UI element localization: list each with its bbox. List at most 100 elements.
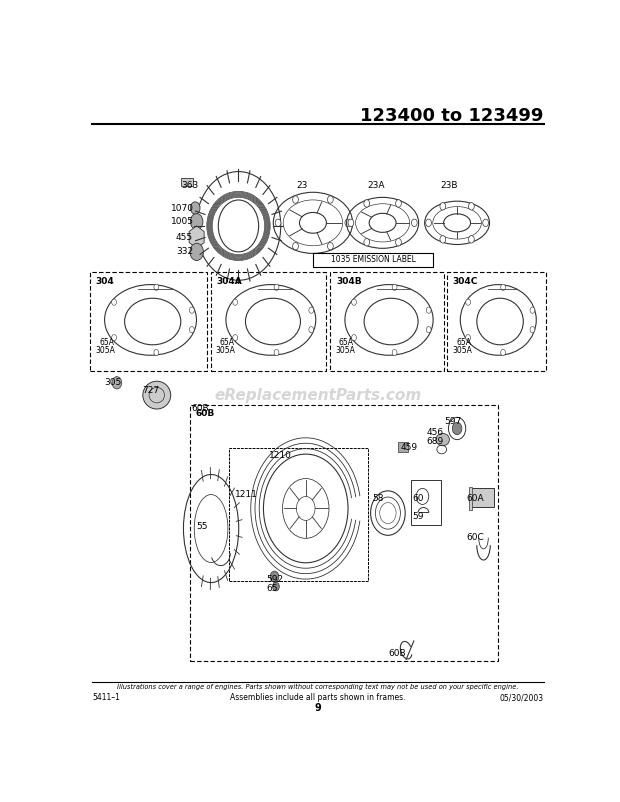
Circle shape <box>392 284 397 290</box>
Text: Assemblies include all parts shown in frames.: Assemblies include all parts shown in fr… <box>230 694 405 703</box>
Circle shape <box>348 219 354 226</box>
Circle shape <box>396 238 401 246</box>
Text: Illustrations cover a range of engines. Parts shown without corresponding text m: Illustrations cover a range of engines. … <box>117 684 518 691</box>
Bar <box>211 272 326 371</box>
Text: 1210: 1210 <box>268 452 291 460</box>
Circle shape <box>469 236 474 243</box>
Circle shape <box>426 219 432 226</box>
Circle shape <box>309 326 314 333</box>
Text: 689: 689 <box>427 437 443 446</box>
Circle shape <box>293 196 298 203</box>
Circle shape <box>427 307 431 314</box>
Circle shape <box>190 243 203 261</box>
Text: 1005: 1005 <box>171 217 194 226</box>
Text: 59: 59 <box>412 512 423 520</box>
Text: 60B: 60B <box>192 404 209 413</box>
Text: 58: 58 <box>372 494 384 504</box>
Text: 304C: 304C <box>453 277 478 286</box>
Text: 597: 597 <box>444 417 461 426</box>
Bar <box>397 442 408 452</box>
Circle shape <box>427 326 431 333</box>
Circle shape <box>352 299 356 306</box>
Circle shape <box>440 236 446 243</box>
Text: 60C: 60C <box>467 533 484 542</box>
Circle shape <box>530 326 535 333</box>
Text: 123400 to 123499: 123400 to 123499 <box>360 107 544 125</box>
Circle shape <box>190 326 194 333</box>
Text: 363: 363 <box>181 181 198 190</box>
Text: 60: 60 <box>412 494 423 504</box>
Bar <box>412 480 441 525</box>
Text: 60B: 60B <box>195 409 215 418</box>
Circle shape <box>392 350 397 355</box>
Circle shape <box>466 334 471 341</box>
Circle shape <box>364 200 370 207</box>
Text: 459: 459 <box>401 443 417 452</box>
Circle shape <box>364 238 370 246</box>
Circle shape <box>112 334 117 341</box>
Text: 305A: 305A <box>335 346 355 355</box>
Polygon shape <box>189 226 204 248</box>
Text: 305A: 305A <box>453 346 472 355</box>
Text: 456: 456 <box>427 427 443 436</box>
Circle shape <box>483 219 489 226</box>
Text: 65A: 65A <box>219 338 235 347</box>
Circle shape <box>530 307 535 314</box>
Text: 65: 65 <box>267 584 278 593</box>
Text: 55: 55 <box>197 522 208 531</box>
Circle shape <box>501 350 505 355</box>
Circle shape <box>273 582 279 591</box>
Text: 9: 9 <box>314 703 321 713</box>
Circle shape <box>309 307 314 314</box>
Circle shape <box>274 284 279 290</box>
Circle shape <box>412 219 417 226</box>
Text: 05/30/2003: 05/30/2003 <box>500 694 544 703</box>
Circle shape <box>112 299 117 306</box>
Text: 65A: 65A <box>339 338 354 347</box>
Circle shape <box>466 299 471 306</box>
Bar <box>313 253 433 267</box>
Text: 304B: 304B <box>336 277 361 286</box>
Text: 1070: 1070 <box>171 205 194 213</box>
Circle shape <box>154 350 159 355</box>
Text: 305: 305 <box>104 379 121 387</box>
Circle shape <box>112 377 122 389</box>
Text: 65A: 65A <box>456 338 471 347</box>
Text: 23: 23 <box>296 180 308 189</box>
Bar <box>330 272 444 371</box>
Text: 455: 455 <box>176 233 193 241</box>
Bar <box>471 488 494 507</box>
Text: 304A: 304A <box>217 277 242 286</box>
Bar <box>89 272 207 371</box>
Bar <box>469 487 472 510</box>
Circle shape <box>154 284 159 290</box>
Text: 1211: 1211 <box>234 490 257 499</box>
Text: 332: 332 <box>176 247 193 257</box>
Bar <box>447 272 546 371</box>
Circle shape <box>327 242 334 250</box>
Text: 5411–1: 5411–1 <box>92 694 120 703</box>
Bar <box>181 178 193 186</box>
Ellipse shape <box>436 433 449 446</box>
Text: 305A: 305A <box>216 346 236 355</box>
Circle shape <box>274 350 279 355</box>
Circle shape <box>469 203 474 210</box>
Circle shape <box>190 307 194 314</box>
Text: 60B: 60B <box>389 649 407 658</box>
Circle shape <box>396 200 401 207</box>
Text: 304: 304 <box>95 277 114 286</box>
Circle shape <box>440 203 446 210</box>
Text: 727: 727 <box>143 386 159 395</box>
Circle shape <box>352 334 356 341</box>
Text: 1035 EMISSION LABEL: 1035 EMISSION LABEL <box>330 255 415 265</box>
Text: 23B: 23B <box>440 180 458 189</box>
Text: 23A: 23A <box>367 180 385 189</box>
Circle shape <box>327 196 334 203</box>
Circle shape <box>190 202 200 214</box>
Circle shape <box>190 213 203 229</box>
Text: eReplacementParts.com: eReplacementParts.com <box>214 388 422 403</box>
Text: 60A: 60A <box>467 494 484 504</box>
Circle shape <box>501 284 505 290</box>
Circle shape <box>345 219 351 226</box>
Circle shape <box>233 334 237 341</box>
